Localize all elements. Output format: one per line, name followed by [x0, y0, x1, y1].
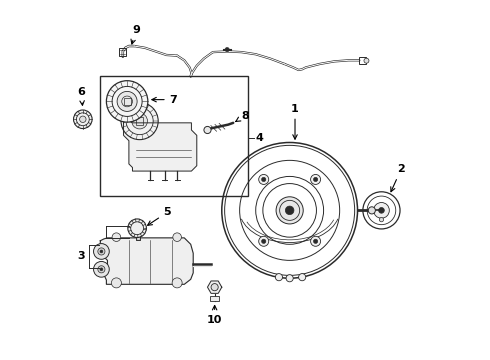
- Circle shape: [112, 233, 121, 242]
- Circle shape: [94, 261, 109, 277]
- Text: 5: 5: [147, 207, 172, 225]
- Circle shape: [98, 248, 105, 255]
- Circle shape: [121, 103, 158, 140]
- Circle shape: [106, 81, 148, 122]
- Circle shape: [172, 278, 182, 288]
- Circle shape: [275, 274, 283, 281]
- Text: 4: 4: [255, 133, 263, 143]
- Circle shape: [311, 236, 320, 246]
- Circle shape: [311, 175, 320, 184]
- Text: 7: 7: [152, 95, 177, 105]
- Bar: [123, 98, 131, 105]
- Circle shape: [286, 275, 293, 282]
- Circle shape: [262, 177, 266, 181]
- Circle shape: [100, 268, 103, 271]
- Bar: [99, 76, 248, 196]
- Circle shape: [379, 207, 384, 213]
- Polygon shape: [123, 121, 197, 171]
- Circle shape: [117, 91, 137, 111]
- Circle shape: [173, 233, 181, 242]
- Text: 1: 1: [291, 104, 299, 139]
- Circle shape: [285, 206, 294, 215]
- Bar: [359, 58, 367, 64]
- Bar: [119, 48, 126, 56]
- Polygon shape: [207, 281, 222, 293]
- Circle shape: [259, 175, 269, 184]
- Circle shape: [259, 236, 269, 246]
- Bar: [210, 296, 219, 301]
- Text: 10: 10: [207, 306, 222, 325]
- Circle shape: [128, 219, 147, 238]
- Text: 8: 8: [236, 111, 249, 122]
- Text: 9: 9: [131, 25, 140, 44]
- Circle shape: [262, 239, 266, 243]
- Text: 6: 6: [77, 87, 85, 105]
- Circle shape: [204, 126, 211, 134]
- Circle shape: [100, 250, 103, 253]
- Circle shape: [211, 284, 218, 291]
- Circle shape: [98, 266, 105, 273]
- Circle shape: [379, 217, 384, 222]
- Circle shape: [111, 278, 122, 288]
- Circle shape: [314, 177, 318, 181]
- Polygon shape: [100, 238, 193, 284]
- Circle shape: [94, 244, 109, 259]
- Circle shape: [79, 116, 86, 122]
- Circle shape: [276, 197, 303, 224]
- Circle shape: [364, 58, 369, 63]
- Text: 2: 2: [391, 164, 405, 192]
- Circle shape: [368, 207, 375, 214]
- Circle shape: [373, 203, 390, 218]
- Text: 3: 3: [77, 251, 84, 261]
- Circle shape: [225, 48, 229, 52]
- Circle shape: [132, 113, 147, 129]
- Circle shape: [74, 110, 92, 129]
- Circle shape: [314, 239, 318, 243]
- Circle shape: [298, 274, 306, 281]
- Bar: [136, 117, 143, 125]
